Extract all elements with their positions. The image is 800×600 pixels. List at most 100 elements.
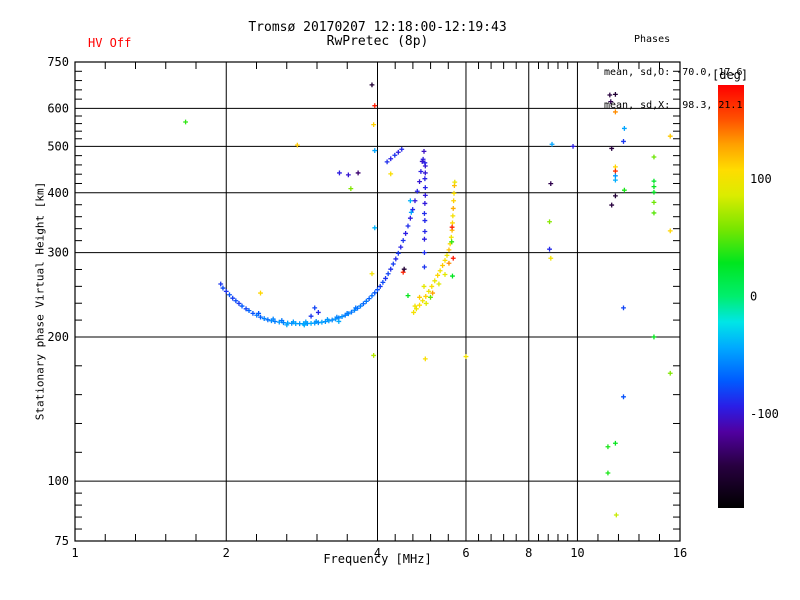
data-point-series-2 <box>549 141 555 147</box>
data-point-series-0 <box>236 301 242 306</box>
data-point-series-2 <box>613 193 618 199</box>
data-point-series-1 <box>451 198 457 204</box>
data-point-series-2 <box>667 133 673 139</box>
x-tick-label: 10 <box>570 546 584 560</box>
hv-off-status: HV Off <box>88 36 132 50</box>
data-point-series-0 <box>349 309 354 315</box>
colorbar-tick-label: 0 <box>750 290 757 304</box>
phase-stats-block: Phases mean, sd,O: -70.0, 17.6 mean, sd,… <box>604 12 742 133</box>
plot-title: Tromsø 20170207 12:18:00-12:19:43 <box>248 20 507 35</box>
data-point-series-2 <box>613 177 618 183</box>
data-point-series-1 <box>452 179 458 185</box>
data-point-series-0 <box>250 310 256 316</box>
phase-stats-x-mode: mean, sd,X: 98.3, 21.1 <box>604 100 743 111</box>
data-point-series-2 <box>607 92 613 98</box>
data-point-series-1 <box>450 206 456 211</box>
data-point-series-0 <box>384 159 390 165</box>
data-point-series-0 <box>395 250 401 256</box>
data-point-series-2 <box>613 173 618 179</box>
data-point-series-0 <box>256 310 262 316</box>
data-point-series-2 <box>621 139 626 144</box>
colorbar-tick-label: 100 <box>750 172 772 186</box>
data-point-series-2 <box>372 103 378 109</box>
data-point-series-0 <box>407 215 413 221</box>
data-point-series-0 <box>388 156 394 162</box>
data-point-series-2 <box>258 290 263 296</box>
x-tick-label: 2 <box>223 546 230 560</box>
y-tick-label: 500 <box>47 139 69 153</box>
data-point-series-0 <box>369 293 375 299</box>
data-point-series-0 <box>312 305 318 311</box>
data-point-series-2 <box>613 168 618 174</box>
x-tick-label: 1 <box>71 546 78 560</box>
data-point-series-0 <box>230 295 236 301</box>
data-point-series-0 <box>400 238 406 243</box>
data-point-series-1 <box>442 257 448 263</box>
y-tick-label: 300 <box>47 246 69 260</box>
phase-stats-title: Phases <box>634 34 671 45</box>
x-tick-label: 8 <box>525 546 532 560</box>
data-point-series-0 <box>344 310 350 316</box>
data-point-series-0 <box>303 319 309 325</box>
data-point-series-2 <box>345 172 351 178</box>
data-point-series-0 <box>388 266 394 272</box>
data-point-series-0 <box>233 298 239 304</box>
data-point-series-1 <box>448 234 454 240</box>
data-point-series-2 <box>651 184 657 190</box>
data-point-series-2 <box>621 394 626 400</box>
data-point-series-0 <box>325 317 330 322</box>
phase-stats-o-mode: mean, sd,O: -70.0, 17.6 <box>604 67 743 78</box>
data-point-series-0 <box>412 198 418 204</box>
data-point-series-0 <box>366 296 372 301</box>
colorbar-unit-label: [deg] <box>712 68 749 82</box>
data-point-series-2 <box>651 334 657 340</box>
data-point-series-1 <box>417 302 422 308</box>
data-point-series-0 <box>418 169 424 174</box>
data-point-series-0 <box>422 176 428 182</box>
data-point-series-0 <box>422 201 428 206</box>
data-point-series-0 <box>395 149 401 155</box>
data-point-series-2 <box>369 271 375 277</box>
data-point-series-1 <box>449 224 455 230</box>
data-point-series-1 <box>430 290 436 296</box>
colorbar <box>718 85 744 508</box>
data-point-series-2 <box>408 209 414 215</box>
plot-frame <box>74 61 681 542</box>
data-point-series-1 <box>444 253 450 258</box>
data-point-series-2 <box>388 171 394 177</box>
data-point-series-2 <box>412 303 418 309</box>
data-point-series-0 <box>380 279 386 285</box>
data-point-series-2 <box>348 186 354 192</box>
data-point-series-0 <box>372 290 378 296</box>
data-point-series-0 <box>239 303 245 309</box>
data-point-series-0 <box>223 288 229 294</box>
data-point-series-1 <box>436 281 442 287</box>
data-point-series-0 <box>422 185 428 191</box>
y-tick-label: 100 <box>47 474 69 488</box>
data-point-series-2 <box>651 178 657 184</box>
data-point-series-0 <box>417 179 422 185</box>
data-point-series-1 <box>446 247 452 253</box>
data-point-series-0 <box>218 281 224 287</box>
data-point-series-0 <box>399 146 405 152</box>
data-point-series-1 <box>420 298 426 304</box>
data-point-series-0 <box>272 319 278 324</box>
data-point-series-0 <box>246 308 252 314</box>
data-point-series-0 <box>339 314 345 320</box>
data-point-series-2 <box>372 225 378 231</box>
data-point-series-0 <box>390 261 396 267</box>
data-point-series-0 <box>405 223 411 229</box>
data-point-series-2 <box>405 293 411 298</box>
data-point-series-2 <box>294 142 300 148</box>
data-point-series-1 <box>411 310 417 315</box>
data-point-series-2 <box>548 181 554 187</box>
data-point-series-0 <box>422 250 427 256</box>
data-point-series-1 <box>440 263 445 268</box>
data-point-series-2 <box>651 189 657 195</box>
data-point-series-1 <box>450 273 455 279</box>
data-point-series-2 <box>371 353 377 358</box>
data-point-series-0 <box>422 218 428 223</box>
data-point-series-2 <box>355 170 361 176</box>
data-point-series-2 <box>621 305 626 311</box>
